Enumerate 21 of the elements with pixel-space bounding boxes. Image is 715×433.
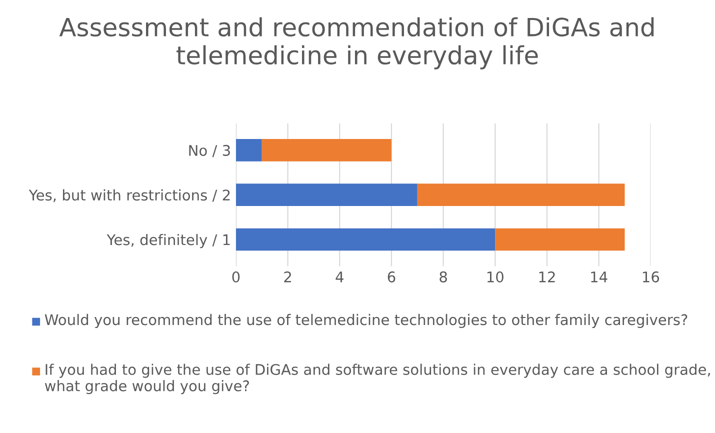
legend-label: Would you recommend the use of telemedicine technologies to other family caregivers?: [44, 314, 688, 328]
x-tick-label: 14: [591, 272, 608, 282]
x-tick-label: 6: [388, 271, 396, 282]
x-tick-label: 8: [440, 271, 447, 282]
y-tick-label: No / 3: [189, 144, 230, 158]
bar: [262, 139, 392, 162]
y-tick-label: Yes, definitely / 1: [106, 234, 230, 248]
x-tick-label: 10: [487, 271, 504, 282]
x-tick-label: 2: [284, 271, 291, 282]
bar: [236, 139, 262, 162]
chart-title: Assessment and recommendation of DiGAs and telemedicine in everyday life: [59, 17, 654, 70]
x-tick-label: 0: [232, 271, 240, 282]
bar: [417, 184, 625, 206]
bar: [236, 228, 496, 251]
bar: [495, 228, 625, 251]
y-tick-label: Yes, but with restrictions / 2: [28, 189, 230, 202]
x-tick-label: 12: [539, 271, 555, 282]
legend-label: If you had to give the use of DiGAs and software solutions in everyday care a school grade, what grade would you give?: [44, 364, 710, 394]
bar: [236, 184, 418, 206]
x-tick-label: 4: [336, 272, 344, 282]
x-tick-label: 16: [642, 271, 660, 282]
